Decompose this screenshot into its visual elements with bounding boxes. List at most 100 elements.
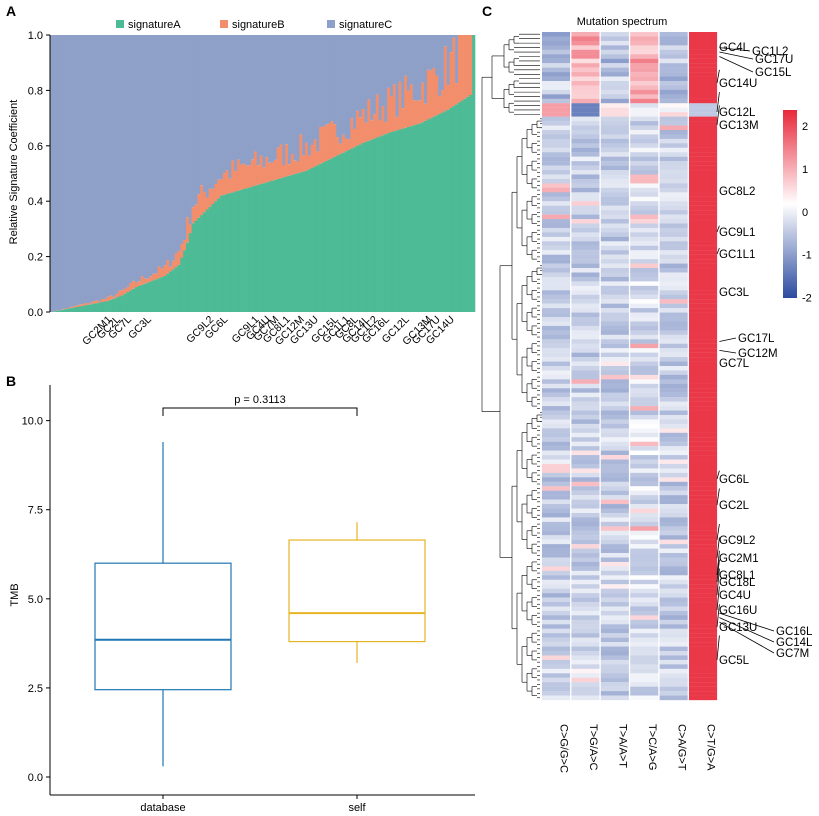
bar-signatureC	[424, 35, 428, 104]
bar-signatureA	[72, 307, 76, 312]
heatmap-cell	[659, 682, 688, 687]
heatmap-cell	[571, 143, 600, 148]
heatmap-cell	[571, 223, 600, 229]
heatmap-cell	[630, 544, 659, 549]
heatmap-cell	[571, 633, 600, 638]
heatmap-cell	[600, 290, 629, 295]
heatmap-cell	[571, 659, 600, 665]
heatmap-cell	[542, 214, 571, 220]
bar-signatureB	[256, 165, 260, 185]
bar-signatureB	[307, 155, 311, 170]
heatmap-cell	[630, 165, 659, 171]
heatmap-cell	[659, 334, 688, 340]
bar-signatureB	[452, 37, 456, 107]
row-label-leader	[716, 247, 720, 255]
bar-signatureB	[356, 110, 360, 146]
bar-signatureA	[186, 242, 190, 312]
heatmap-cell	[659, 121, 688, 126]
heatmap-cell	[689, 655, 718, 661]
heatmap-cell	[659, 125, 688, 131]
heatmap-cell	[659, 143, 688, 148]
heatmap-cell	[630, 628, 659, 634]
bar-signatureC	[409, 35, 413, 85]
heatmap-cell	[689, 597, 718, 603]
heatmap-cell	[542, 619, 571, 625]
bar-signatureB	[341, 134, 345, 153]
heatmap-cell	[571, 570, 600, 576]
heatmap-cell	[630, 374, 659, 380]
heatmap-cell	[571, 312, 600, 318]
heatmap-cell	[542, 103, 571, 108]
heatmap-cell	[600, 397, 629, 402]
heatmap-cell	[600, 357, 629, 362]
bar-signatureA	[112, 298, 116, 312]
heatmap-cell	[571, 343, 600, 349]
bar-signatureC	[401, 35, 405, 109]
heatmap-cell	[600, 352, 629, 358]
heatmap-cell	[542, 624, 571, 629]
heatmap-cell	[659, 490, 688, 496]
heatmap-cell	[659, 205, 688, 211]
bar-signatureA	[469, 95, 473, 313]
bar-signatureC	[106, 35, 110, 297]
bar-signatureC	[356, 35, 360, 111]
heatmap-cell	[689, 325, 718, 331]
heatmap-cell	[630, 593, 659, 598]
heatmap-cell	[659, 539, 688, 545]
heatmap-cell	[600, 236, 629, 242]
heatmap-cell	[689, 642, 718, 647]
heatmap-cell	[542, 294, 571, 300]
heatmap-cell	[571, 628, 600, 634]
bar-signatureA	[392, 131, 396, 312]
heatmap-cell	[689, 348, 718, 353]
heatmap-cell	[571, 281, 600, 286]
heatmap-cell	[659, 637, 688, 643]
heatmap-cell	[689, 241, 718, 246]
heatmap-cell	[571, 477, 600, 482]
bar-signatureB	[412, 100, 416, 126]
heatmap-cell	[689, 463, 718, 469]
heatmap-cell	[689, 361, 718, 367]
bar-signatureB	[200, 185, 204, 216]
bar-signatureC	[208, 35, 212, 189]
heatmap-cell	[571, 125, 600, 131]
heatmap-cell	[630, 437, 659, 442]
heatmap-cell	[659, 147, 688, 153]
bar-signatureC	[446, 35, 450, 86]
heatmap-cell	[689, 512, 718, 518]
heatmap-cell	[630, 597, 659, 603]
heatmap-cell	[689, 116, 718, 122]
heatmap-cell	[659, 517, 688, 523]
heatmap-cell	[659, 94, 688, 99]
heatmap-cell	[571, 121, 600, 126]
heatmap-cell	[630, 664, 659, 669]
heatmap-cell	[659, 401, 688, 407]
heatmap-cell	[630, 227, 659, 233]
heatmap-cell	[600, 152, 629, 157]
bar-signatureC	[160, 35, 164, 269]
heatmap-cell	[600, 103, 629, 108]
heatmap-cell	[600, 259, 629, 264]
heatmap-cell	[689, 615, 718, 620]
heatmap-cell	[600, 508, 629, 514]
bar-signatureB	[361, 109, 365, 144]
heatmap-cell	[542, 254, 571, 260]
bar-signatureB	[271, 162, 275, 181]
heatmap-cell	[571, 370, 600, 376]
heatmap-cell	[659, 317, 688, 322]
bar-signatureC	[438, 35, 442, 96]
heatmap-cell	[600, 250, 629, 255]
heatmap-cell	[600, 303, 629, 309]
bar-signatureA	[344, 151, 348, 312]
heatmap-cell	[659, 103, 688, 108]
heatmap-cell	[630, 606, 659, 612]
heatmap-cell	[659, 352, 688, 358]
bar-signatureA	[89, 304, 93, 312]
bar-signatureA	[336, 155, 340, 312]
bar-signatureC	[197, 35, 201, 195]
heatmap-cell	[600, 89, 629, 95]
heatmap-cell	[571, 655, 600, 661]
heatmap-cell	[571, 227, 600, 233]
heatmap-cell	[689, 588, 718, 594]
legend-label: signatureB	[232, 19, 285, 31]
